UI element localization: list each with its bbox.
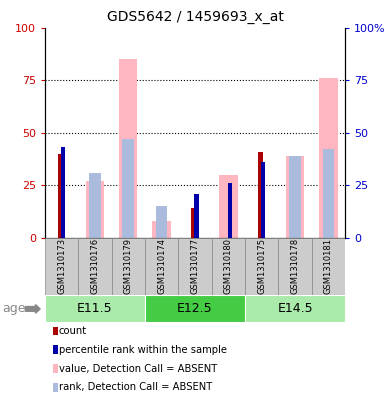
Bar	[86, 181, 104, 238]
Bar	[278, 238, 312, 295]
Text: GSM1310181: GSM1310181	[324, 238, 333, 294]
Bar	[112, 238, 145, 295]
Text: count: count	[58, 326, 87, 336]
Bar	[219, 174, 238, 238]
Text: E14.5: E14.5	[277, 302, 313, 316]
Text: E12.5: E12.5	[177, 302, 213, 316]
Bar	[152, 221, 171, 238]
Bar	[245, 295, 345, 323]
Text: age: age	[2, 302, 25, 316]
Bar	[323, 149, 334, 238]
Bar	[145, 238, 178, 295]
Bar	[156, 206, 167, 238]
Text: rank, Detection Call = ABSENT: rank, Detection Call = ABSENT	[58, 382, 212, 393]
Bar	[289, 156, 301, 238]
Bar	[178, 238, 212, 295]
Text: GSM1310175: GSM1310175	[257, 238, 266, 294]
Bar	[58, 154, 62, 238]
Bar	[194, 194, 199, 238]
Bar	[191, 208, 196, 238]
Bar	[319, 78, 338, 238]
Text: GSM1310179: GSM1310179	[124, 238, 133, 294]
Bar	[261, 162, 265, 238]
Bar	[145, 295, 245, 323]
Text: GSM1310178: GSM1310178	[291, 238, 300, 294]
Text: E11.5: E11.5	[77, 302, 113, 316]
Bar	[212, 238, 245, 295]
Text: percentile rank within the sample: percentile rank within the sample	[58, 345, 227, 355]
Bar	[78, 238, 112, 295]
Text: GSM1310174: GSM1310174	[157, 238, 166, 294]
Text: GSM1310173: GSM1310173	[57, 238, 66, 294]
Bar	[119, 59, 137, 238]
Bar	[258, 152, 262, 238]
Bar	[89, 173, 101, 238]
Bar	[61, 147, 65, 238]
Text: GSM1310180: GSM1310180	[224, 238, 233, 294]
Bar	[122, 139, 134, 238]
Bar	[312, 238, 345, 295]
Text: GSM1310176: GSM1310176	[90, 238, 99, 294]
Text: GDS5642 / 1459693_x_at: GDS5642 / 1459693_x_at	[106, 10, 284, 24]
Bar	[227, 183, 232, 238]
Bar	[45, 238, 78, 295]
Bar	[45, 295, 145, 323]
Bar	[245, 238, 278, 295]
Bar	[286, 156, 304, 238]
Text: value, Detection Call = ABSENT: value, Detection Call = ABSENT	[58, 364, 217, 374]
Text: GSM1310177: GSM1310177	[190, 238, 200, 294]
